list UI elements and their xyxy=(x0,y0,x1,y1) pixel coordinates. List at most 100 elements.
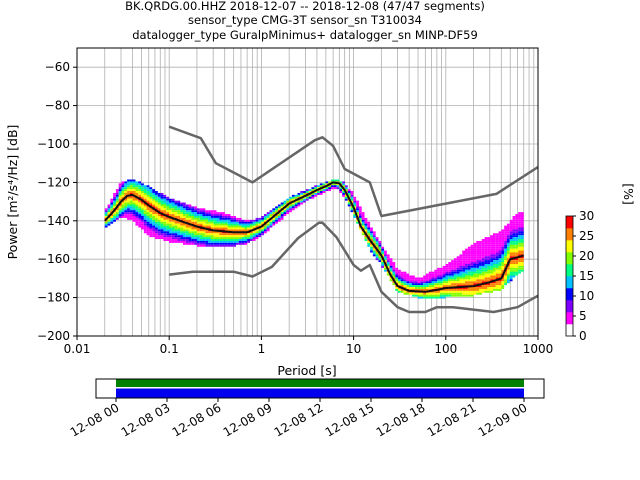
histogram-cell xyxy=(157,196,161,199)
histogram-cell xyxy=(227,217,231,220)
histogram-cell xyxy=(132,200,136,203)
histogram-cell xyxy=(249,221,253,224)
histogram-cell xyxy=(462,250,466,253)
histogram-cell xyxy=(252,225,256,228)
histogram-cell xyxy=(174,210,178,213)
histogram-cell xyxy=(490,267,493,270)
histogram-cell xyxy=(398,275,401,278)
histogram-cell xyxy=(194,227,197,230)
histogram-cell xyxy=(509,275,513,278)
histogram-cell xyxy=(180,204,183,207)
histogram-cell xyxy=(328,189,331,192)
histogram-cell xyxy=(166,208,169,211)
histogram-cell xyxy=(465,294,468,297)
histogram-cell xyxy=(456,267,460,270)
histogram-cell xyxy=(202,239,206,241)
histogram-cell xyxy=(481,239,485,241)
histogram-cell xyxy=(297,192,301,195)
histogram-cell xyxy=(509,246,513,249)
histogram-cell xyxy=(266,214,270,216)
histogram-cell xyxy=(244,221,248,224)
histogram-cell xyxy=(180,217,183,220)
histogram-cell xyxy=(506,240,510,243)
histogram-cell xyxy=(512,221,516,224)
histogram-cell xyxy=(171,240,175,243)
histogram-cell xyxy=(255,225,259,228)
histogram-cell xyxy=(456,277,460,280)
histogram-cell xyxy=(512,219,516,222)
histogram-cell xyxy=(233,242,237,245)
histogram-cell xyxy=(308,196,312,199)
histogram-cell xyxy=(202,208,206,211)
histogram-cell xyxy=(492,250,496,253)
histogram-cell xyxy=(224,235,228,238)
histogram-cell xyxy=(115,202,119,205)
histogram-cell xyxy=(481,277,485,280)
histogram-cell xyxy=(208,219,211,222)
histogram-cell xyxy=(171,233,175,236)
histogram-cell xyxy=(166,217,169,220)
histogram-cell xyxy=(249,227,253,230)
histogram-cell xyxy=(191,221,195,224)
histogram-cell xyxy=(481,275,485,278)
histogram-cell xyxy=(132,183,136,186)
histogram-cell xyxy=(286,208,290,211)
colorbar-segment xyxy=(566,264,573,277)
x-tick-label: 100 xyxy=(434,342,457,356)
histogram-cell xyxy=(266,229,270,232)
histogram-cell xyxy=(434,296,438,299)
histogram-cell xyxy=(222,216,225,218)
histogram-cell xyxy=(473,252,477,255)
histogram-cell xyxy=(127,217,130,220)
histogram-cell xyxy=(370,246,373,249)
histogram-cell xyxy=(459,277,463,280)
histogram-cell xyxy=(476,256,480,259)
histogram-cell xyxy=(479,269,482,272)
coverage-tick-label: 12-08 09 xyxy=(221,400,275,439)
histogram-cell xyxy=(129,210,133,213)
histogram-cell xyxy=(135,223,139,226)
histogram-cell xyxy=(518,269,521,272)
histogram-cell xyxy=(275,206,278,209)
histogram-cell xyxy=(208,233,211,236)
histogram-cell xyxy=(467,269,471,272)
histogram-cell xyxy=(490,244,493,247)
histogram-cell xyxy=(168,235,172,238)
histogram-cell xyxy=(182,233,186,236)
histogram-cell xyxy=(269,212,273,215)
histogram-cell xyxy=(314,191,318,193)
histogram-cell xyxy=(484,254,488,257)
histogram-cell xyxy=(437,285,440,288)
histogram-cell xyxy=(241,229,245,232)
histogram-cell xyxy=(180,214,183,216)
histogram-cell xyxy=(157,227,161,230)
histogram-cell xyxy=(157,192,161,195)
histogram-cell xyxy=(110,198,114,201)
histogram-cell xyxy=(378,240,382,243)
histogram-cell xyxy=(219,219,223,222)
histogram-cell xyxy=(512,227,516,230)
histogram-cell xyxy=(224,244,228,247)
histogram-cell xyxy=(492,258,496,261)
histogram-cell xyxy=(177,229,181,232)
histogram-cell xyxy=(152,196,156,199)
histogram-cell xyxy=(227,214,231,216)
histogram-cell xyxy=(456,281,460,284)
histogram-cell xyxy=(188,210,192,213)
histogram-cell xyxy=(470,244,474,247)
histogram-cell xyxy=(515,258,519,261)
histogram-cell xyxy=(520,239,524,241)
histogram-cell xyxy=(498,250,502,253)
histogram-cell xyxy=(495,264,499,266)
histogram-cell xyxy=(487,277,491,280)
histogram-cell xyxy=(476,288,480,291)
histogram-cell xyxy=(492,254,496,257)
histogram-cell xyxy=(219,225,223,228)
histogram-cell xyxy=(205,221,209,224)
histogram-cell xyxy=(208,212,211,215)
histogram-cell xyxy=(149,225,153,228)
histogram-cell xyxy=(459,265,463,268)
histogram-cell xyxy=(411,287,415,289)
histogram-cell xyxy=(127,179,130,182)
histogram-cell xyxy=(110,202,114,205)
